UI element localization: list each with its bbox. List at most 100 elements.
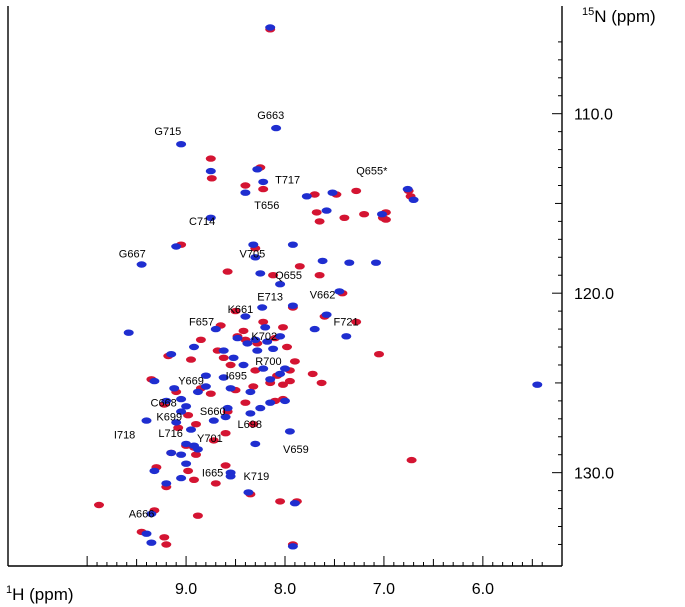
peak-point — [380, 216, 391, 223]
peak-point — [176, 451, 187, 458]
peak-label: V662 — [310, 290, 336, 302]
peak-label: K719 — [244, 471, 270, 483]
peak-point — [206, 175, 217, 182]
peak-point — [191, 451, 201, 458]
peak-point — [200, 383, 211, 390]
peak-point — [245, 388, 256, 396]
peak-point — [240, 399, 251, 406]
peak-point — [192, 446, 203, 453]
peak-point — [161, 397, 172, 405]
peak-point — [268, 272, 279, 279]
red-series — [94, 26, 417, 548]
peak-point — [275, 498, 286, 505]
peak-point — [294, 263, 305, 270]
peak-point — [210, 325, 221, 333]
peak-point — [314, 218, 325, 225]
peak-label: K699 — [156, 412, 182, 424]
peak-point — [258, 178, 269, 186]
peak-point — [171, 419, 182, 426]
peak-labels: G663 G715 T717 Q655* T656 C714 G667 V705 Q655 E71… — [114, 110, 388, 520]
peak-point — [371, 259, 381, 266]
peak-point — [205, 155, 216, 162]
peak-point — [141, 417, 152, 424]
peak-label: L698 — [238, 419, 262, 431]
x-axis-title: 1H (ppm) — [6, 584, 74, 604]
blue-series — [123, 24, 543, 550]
peak-point — [289, 358, 300, 365]
peak-label: C714 — [189, 216, 215, 228]
peak-point — [377, 211, 387, 218]
peak-label: F657 — [189, 317, 214, 329]
peak-point — [250, 254, 261, 261]
peak-point — [275, 333, 286, 340]
peak-point — [341, 333, 352, 340]
peak-point — [149, 467, 160, 475]
x-tick-label: 6.0 — [472, 581, 494, 598]
peak-point — [532, 381, 543, 388]
peak-label: R700 — [255, 356, 281, 368]
peak-point — [173, 424, 184, 431]
peak-point — [232, 334, 243, 342]
peak-point — [220, 413, 231, 421]
peak-label: I718 — [114, 430, 135, 442]
peak-label: V659 — [283, 444, 309, 456]
peak-point — [334, 288, 345, 295]
peak-point — [192, 388, 203, 396]
peak-point — [183, 467, 194, 475]
peak-label: E713 — [257, 291, 283, 303]
peak-label: T717 — [275, 175, 300, 187]
peak-point — [289, 500, 300, 507]
peak-point — [191, 421, 201, 428]
peak-point — [220, 430, 231, 437]
peak-point — [311, 209, 322, 216]
peak-label: C668 — [151, 397, 177, 409]
peak-point — [136, 261, 147, 268]
peak-label: G715 — [154, 126, 181, 138]
peak-point — [230, 307, 241, 315]
peak-point — [166, 449, 177, 457]
peak-point — [248, 241, 259, 248]
peak-point — [186, 356, 196, 363]
peak-point — [258, 318, 269, 326]
peak-point — [149, 377, 160, 385]
peak-point — [287, 543, 298, 550]
peak-point — [94, 501, 104, 509]
peak-point — [243, 489, 254, 496]
peak-point — [200, 372, 211, 379]
peak-point — [316, 379, 327, 387]
x-tick-label: 8.0 — [274, 581, 296, 598]
peak-label: G667 — [119, 248, 146, 260]
peak-label: Q655 — [275, 270, 302, 282]
peak-point — [208, 437, 219, 444]
peak-point — [146, 539, 157, 546]
peak-point — [186, 426, 196, 433]
peak-point — [317, 257, 328, 265]
peak-point — [245, 410, 256, 417]
peak-point — [220, 462, 231, 469]
peak-point — [183, 412, 194, 419]
peak-point — [195, 336, 206, 343]
x-tick-label: 9.0 — [175, 581, 197, 598]
peak-point — [282, 343, 292, 351]
peak-point — [287, 302, 298, 309]
peak-point — [176, 474, 187, 482]
peak-point — [408, 196, 419, 203]
peak-point — [284, 428, 295, 435]
peak-point — [406, 456, 417, 464]
peak-point — [238, 327, 249, 335]
peak-point — [280, 365, 290, 372]
y-axis-title: 15N (ppm) — [582, 6, 656, 26]
plot-frame — [7, 6, 563, 567]
peak-point — [257, 304, 268, 311]
peak-point — [250, 367, 261, 374]
peak-point — [327, 189, 338, 196]
peak-point — [205, 167, 216, 175]
peak-point — [321, 207, 332, 214]
peak-label: Q655* — [356, 166, 388, 178]
peak-point — [339, 214, 350, 221]
y-axis: 110.0 120.0 130.0 — [552, 41, 614, 545]
peak-label: K661 — [228, 304, 254, 316]
peak-point — [166, 351, 177, 358]
peak-point — [255, 404, 266, 412]
